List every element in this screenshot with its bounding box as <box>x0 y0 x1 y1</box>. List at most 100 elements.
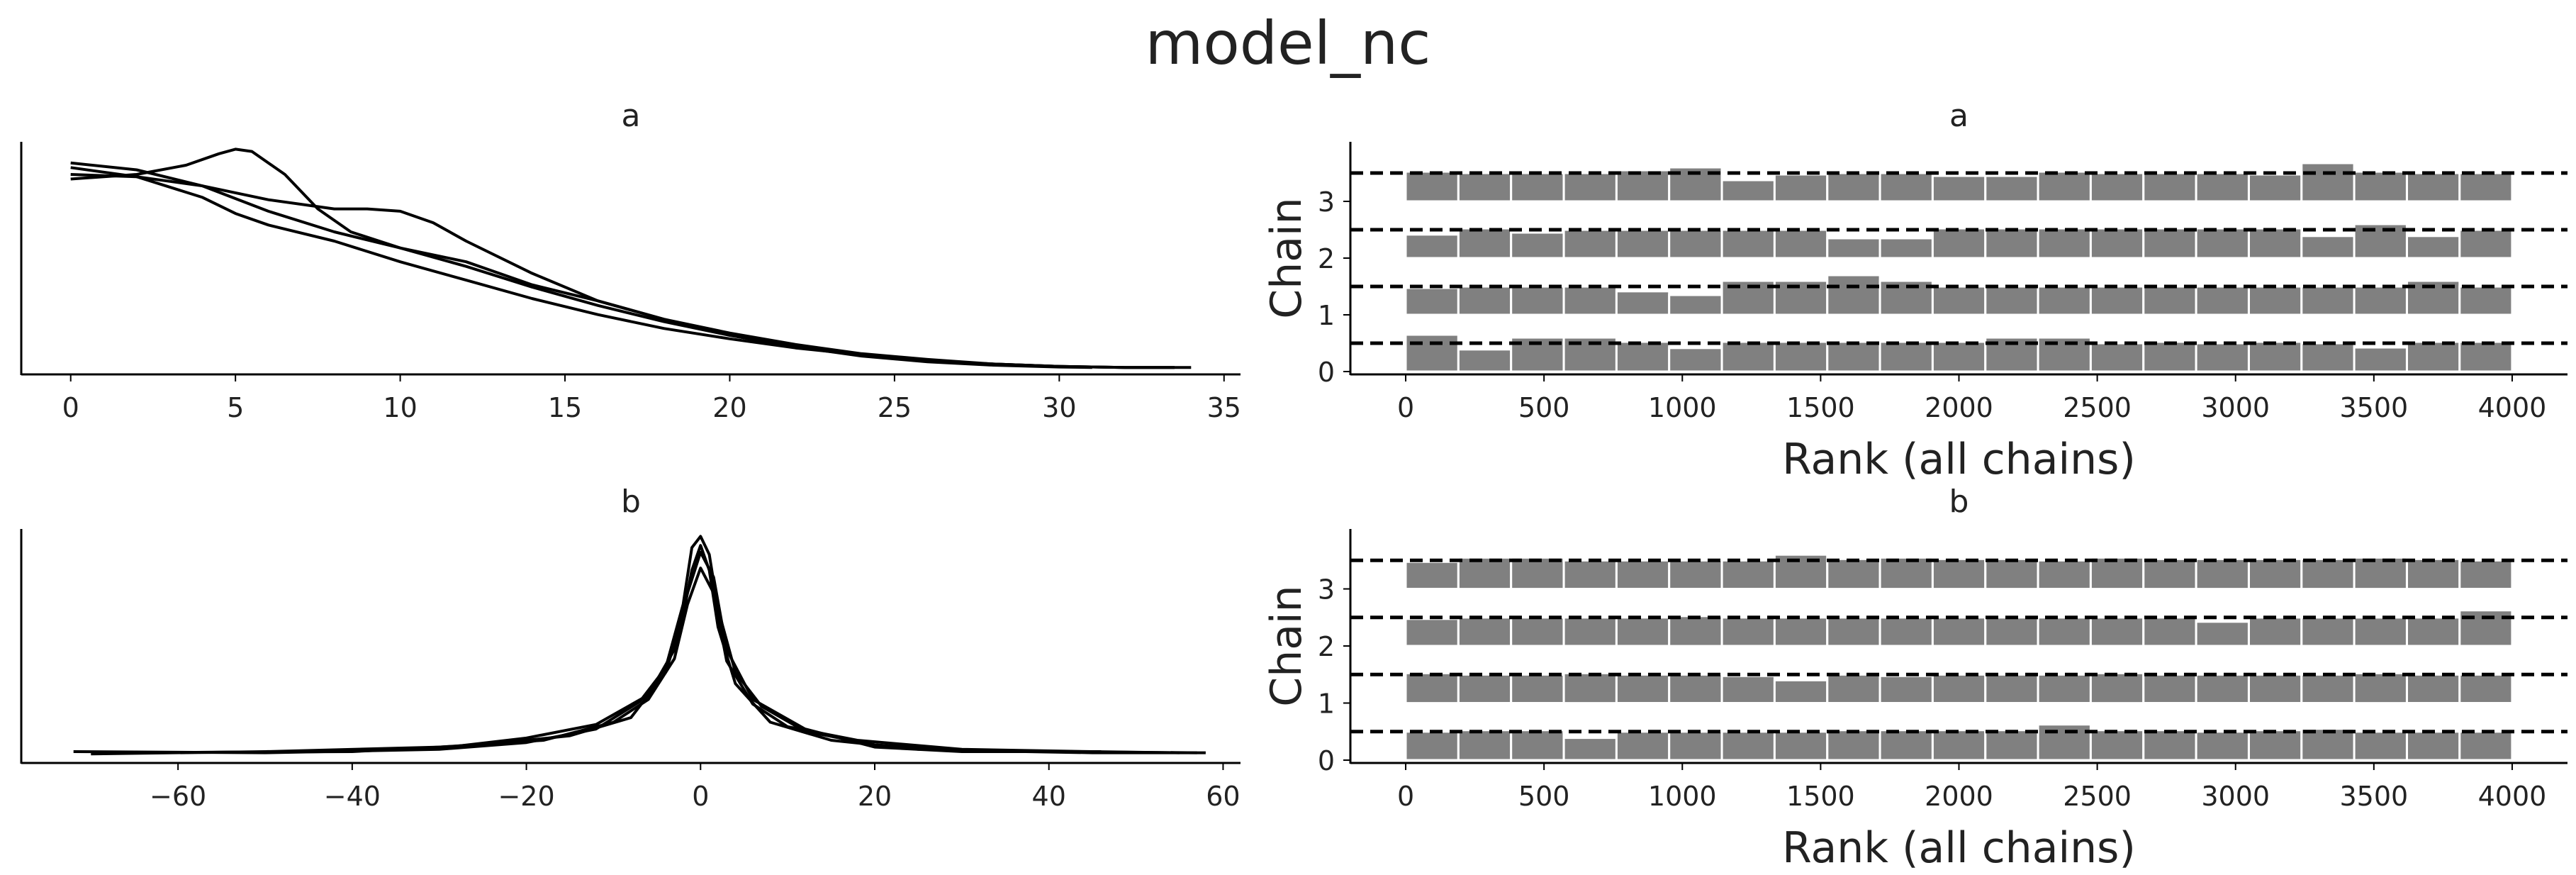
rank-bar <box>1826 237 1881 260</box>
rank-bar <box>2037 285 2092 316</box>
rank-bar <box>2248 729 2303 762</box>
rank-bar <box>1457 348 1513 373</box>
rank-bar <box>2458 285 2514 316</box>
rank-bar <box>2248 557 2303 591</box>
panel-title: a <box>622 98 641 134</box>
rank-bar <box>2037 559 2092 590</box>
rank-bar <box>1931 673 1987 704</box>
rank-bar <box>2353 616 2408 647</box>
rank-bar <box>2458 228 2514 260</box>
rank-bar <box>1668 615 1723 647</box>
rank-bar <box>1562 671 1618 705</box>
x-tick-label: 10 <box>383 392 417 423</box>
rank-bar <box>2406 235 2461 260</box>
rank-bar <box>2300 557 2356 591</box>
rank-bar <box>1404 286 1460 316</box>
x-tick-label: 500 <box>1518 781 1570 812</box>
x-tick-label: 500 <box>1518 392 1570 423</box>
rank-bar <box>1878 237 1934 260</box>
panel-title: b <box>1949 484 1969 520</box>
rank-bar <box>1510 616 1565 647</box>
x-tick-label: 0 <box>692 781 709 812</box>
rank-bar <box>1457 285 1513 316</box>
rank-bar <box>2300 235 2356 260</box>
y-axis-label: Chain <box>1262 197 1311 318</box>
rank-bar <box>1984 729 2039 762</box>
x-axis-label: Rank (all chains) <box>1782 435 2136 484</box>
rank-bar <box>1615 340 1671 373</box>
rank-bar <box>1457 616 1513 647</box>
x-tick-label: 3000 <box>2201 781 2270 812</box>
x-tick-label: 5 <box>227 392 244 423</box>
rank-bar <box>1826 274 1881 316</box>
rank-bar <box>2089 671 2145 705</box>
rank-bar <box>2458 609 2514 647</box>
rank-bar <box>1773 616 1829 647</box>
rank-bar <box>2195 342 2250 373</box>
rank-bar <box>2406 673 2461 704</box>
rank-bar <box>2195 172 2250 203</box>
rank-bar <box>1984 557 2039 591</box>
rank-bar <box>1984 174 2039 203</box>
rank-bar <box>1404 560 1460 590</box>
x-tick-label: 4000 <box>2478 781 2547 812</box>
rank-bar <box>1720 616 1776 647</box>
rank-bar <box>1510 673 1565 704</box>
x-tick-label: 3500 <box>2339 781 2408 812</box>
rank-bar <box>1773 730 1829 762</box>
rank-bar <box>1826 340 1881 373</box>
rank-bar <box>1773 679 1829 704</box>
x-tick-label: 0 <box>1397 781 1414 812</box>
rank-bar <box>2142 172 2197 203</box>
rank-bar <box>2089 227 2145 260</box>
rank-bar <box>1878 674 1934 704</box>
rank-bar <box>2353 556 2408 591</box>
x-tick-label: 3500 <box>2339 392 2408 423</box>
rank-bar <box>1457 729 1513 762</box>
x-tick-label: −40 <box>324 781 381 812</box>
rank-bar <box>1510 231 1565 260</box>
rank-bar <box>2300 285 2356 316</box>
rank-bar <box>2248 673 2303 704</box>
rank-bar <box>2195 557 2250 591</box>
rank-bar <box>1510 285 1565 316</box>
rank-bar <box>2300 162 2356 203</box>
rank-bar <box>1562 616 1618 647</box>
rank-bar <box>1562 228 1618 260</box>
rank-bar <box>1720 228 1776 260</box>
rank-bar <box>2300 728 2356 762</box>
rank-bar <box>1878 556 1934 591</box>
rank-bar <box>1720 179 1776 203</box>
rank-bar <box>1404 671 1460 705</box>
density-line-1 <box>70 147 1092 369</box>
rank-bar <box>1615 730 1671 762</box>
rank-bar <box>2037 227 2092 260</box>
rank-bar <box>2458 172 2514 203</box>
rank-bar <box>2195 285 2250 316</box>
x-tick-label: 0 <box>62 392 79 423</box>
rank-bar <box>1457 673 1513 704</box>
rank-bar <box>1984 616 2039 647</box>
panel-title: b <box>621 484 641 520</box>
rank-bar <box>1615 290 1671 316</box>
rank-bar <box>1826 616 1881 647</box>
rank-bar <box>1931 227 1987 260</box>
rank-bar <box>1510 172 1565 203</box>
rank-bar <box>2353 285 2408 316</box>
rank-bar <box>2406 616 2461 647</box>
rank-bar <box>2142 557 2197 591</box>
x-axis-label: Rank (all chains) <box>1782 823 2136 873</box>
rank-bar <box>2037 723 2092 762</box>
rank-bar <box>2353 730 2408 762</box>
rank-bar <box>2248 173 2303 203</box>
rank-bar <box>2353 346 2408 373</box>
y-tick-label: 0 <box>1318 357 1335 388</box>
rank-bar <box>1878 729 1934 762</box>
rank-bar <box>2037 673 2092 704</box>
rank-bar <box>2406 557 2461 591</box>
rank-bar <box>1562 285 1618 316</box>
density-line-2 <box>91 567 1180 756</box>
rank-bar <box>1457 227 1513 260</box>
x-tick-label: 20 <box>858 781 892 812</box>
